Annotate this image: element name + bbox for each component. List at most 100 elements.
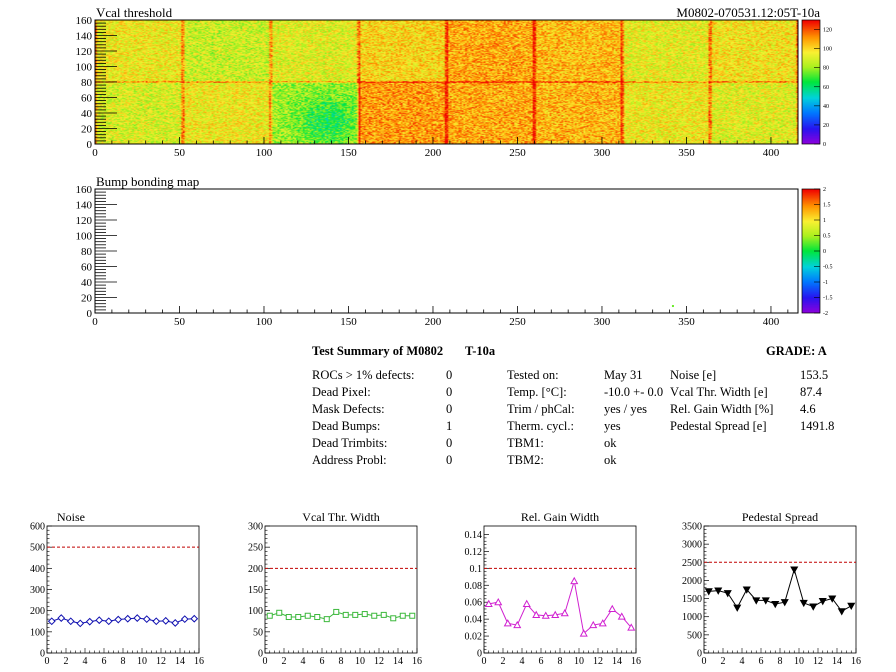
vcal-thr-width-point (380, 611, 387, 618)
pedestal-spread-point (780, 599, 789, 607)
vcal-thr-width-point (314, 614, 321, 621)
vcal-thr-width-y-label: 150 (248, 585, 263, 596)
rel-gain-width-x-label: 2 (501, 656, 506, 667)
vcal-thr-width-label: Vcal Thr. Width [e] (670, 385, 768, 399)
bump-scale-label: -1 (823, 280, 828, 286)
bump-map-x-label: 350 (678, 316, 695, 328)
rel-gain-width-frame (483, 525, 637, 654)
noise-y-label: 100 (30, 627, 45, 638)
vcal-map-y-label: 0 (87, 139, 93, 151)
address-probl-value: 0 (446, 453, 453, 467)
pedestal-spread-y-label: 1500 (682, 594, 702, 605)
vcal-scale-label: 120 (823, 28, 832, 34)
vcal-thr-width-point (409, 612, 416, 619)
vcal-thr-width-y-label: 300 (248, 522, 263, 533)
vcal-thr-width-point (266, 612, 273, 619)
bump-map-x-label: 200 (425, 316, 442, 328)
bump-map-x-label: 50 (174, 316, 186, 328)
dead-bumps-label: Dead Bumps: (312, 419, 381, 433)
noise-x-label: 8 (121, 656, 126, 667)
noise-series-line (51, 617, 195, 624)
bump-scale-label: 1.5 (823, 203, 831, 209)
vcal-scale-label: 0 (823, 142, 826, 148)
pedestal-spread-point (818, 598, 827, 606)
vcal-thr-width-title: Vcal Thr. Width (302, 510, 379, 524)
pedestal-spread-y-label: 2000 (682, 576, 702, 587)
vcal-thr-width-y-label: 200 (248, 564, 263, 575)
bump-map-x-label: 400 (763, 316, 780, 328)
dead-pixel-label: Dead Pixel: (312, 385, 371, 399)
vcal-map-x-label: 50 (174, 147, 186, 159)
pedestal-spread-graph: Pedestal Spread 0 500 1000 1500 2000 2500 3000 3… (682, 510, 861, 667)
pedestal-spread-point (752, 597, 761, 605)
conditions-values: May 31 -10.0 +- 0.0 yes / yes yes ok ok (604, 367, 663, 469)
pedestal-spread-point (799, 599, 808, 608)
pedestal-spread-x-label: 0 (702, 656, 707, 667)
rel-gain-width-point (579, 629, 588, 637)
pedestal-spread-x-label: 14 (832, 656, 842, 667)
rel-gain-width-point (494, 597, 503, 606)
noise-point (95, 616, 104, 625)
vcal-thr-width-x-label: 6 (320, 656, 325, 667)
rel-gain-width-x-label: 4 (520, 656, 525, 667)
rel-gain-width-x-label: 14 (612, 656, 622, 667)
rel-gain-width-x-label: 0 (482, 656, 487, 667)
noise-title: Noise (57, 510, 85, 524)
noise-point (133, 614, 142, 622)
tested-on-label: Tested on: (507, 368, 559, 382)
pedestal-spread-point (742, 586, 751, 594)
noise-point (123, 614, 132, 623)
bump-map-x-label: 150 (340, 316, 357, 328)
vcal-map-x-label: 200 (425, 147, 442, 159)
vcal-thr-width-point (295, 614, 302, 621)
pedestal-spread-x-label: 10 (794, 656, 804, 667)
temperature-label: Temp. [°C]: (507, 385, 567, 399)
rel-gain-width-point (532, 610, 541, 618)
summary-test-label: T-10a (465, 344, 496, 358)
noise-value: 153.5 (800, 368, 829, 382)
summary-title: Test Summary of M0802 (312, 344, 444, 358)
defects-labels: ROCs > 1% defects: Dead Pixel: Mask Defe… (312, 367, 415, 469)
noise-point (76, 619, 85, 628)
noise-y-label: 600 (30, 522, 45, 533)
dead-trimbits-value: 0 (446, 436, 453, 450)
vcal-thr-width-point (323, 616, 330, 623)
rel-gain-width-point (589, 620, 598, 629)
rel-gain-width-series-line (488, 580, 632, 635)
rocs-defects-value: 0 (446, 368, 453, 382)
vcal-thr-width-graph: Vcal Thr. Width 0 50 100 150 200 250 300 0 2 4 6 8 10… (248, 510, 422, 667)
pedestal-spread-y-label: 2500 (682, 558, 702, 569)
pedestal-spread-point (828, 595, 837, 603)
noise-point (180, 615, 189, 624)
noise-point (57, 614, 66, 622)
pedestal-spread-y-label: 1000 (682, 612, 702, 623)
rel-gain-width-point (513, 620, 522, 629)
mask-defects-label: Mask Defects: (312, 402, 385, 416)
bump-scale-label: 0 (823, 249, 826, 255)
pedestal-spread-point (714, 587, 723, 595)
vcal-thr-width-point (371, 612, 378, 619)
bump-map-y-label: 140 (76, 200, 93, 212)
noise-point (152, 617, 161, 626)
pedestal-spread-title: Pedestal Spread (742, 510, 818, 524)
vcal-thr-width-point (333, 608, 340, 615)
bump-scale-label: -2 (823, 311, 828, 317)
dead-pixel-value: 0 (446, 385, 453, 399)
rel-gain-width-point (541, 611, 550, 619)
pedestal-spread-x-label: 2 (721, 656, 726, 667)
pedestal-spread-point (837, 608, 846, 616)
bump-scale-label: -0.5 (823, 265, 833, 271)
noise-y-label: 200 (30, 606, 45, 617)
vcal-map-x-label: 0 (92, 147, 98, 159)
vcal-thr-width-point (304, 612, 311, 619)
vcal-map-x-label: 150 (340, 147, 357, 159)
rel-gain-width-point (627, 623, 636, 631)
vcal-thr-width-y-label: 0 (258, 649, 263, 660)
pedestal-spread-label: Pedestal Spread [e] (670, 419, 767, 433)
pedestal-spread-y-label: 0 (697, 649, 702, 660)
rel-gain-width-point (617, 612, 626, 620)
therm-cycl-value: yes (604, 419, 621, 433)
